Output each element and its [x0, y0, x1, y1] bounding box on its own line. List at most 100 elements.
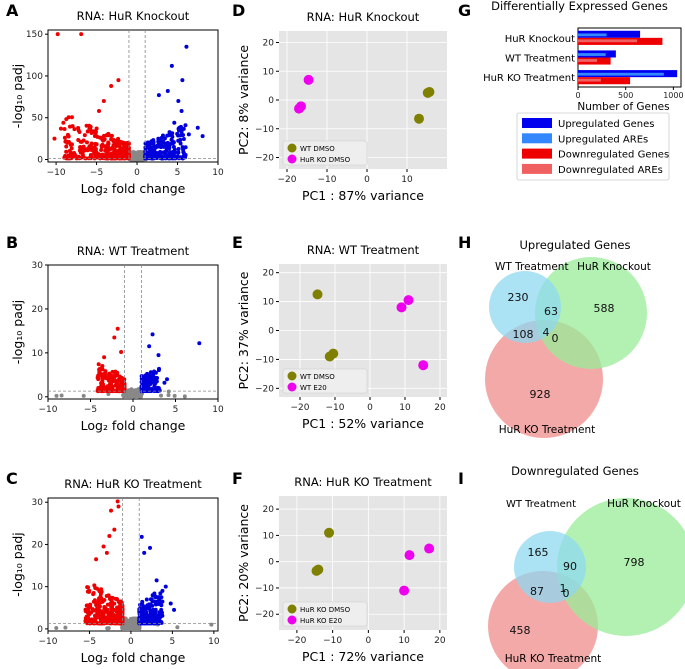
point-downregulated: [102, 616, 107, 621]
point-downregulated: [99, 147, 104, 152]
point-highlight: [168, 601, 173, 606]
point-highlight: [109, 508, 114, 513]
point-downregulated: [108, 377, 113, 382]
set-label-wt: WT Treatment: [506, 499, 576, 510]
point-highlight: [154, 578, 159, 583]
chart-title: RNA: HuR Knockout: [307, 10, 420, 24]
y-tick-label: 20: [263, 269, 275, 279]
point-downregulated: [96, 362, 101, 367]
chart-title: Differentially Expressed Genes: [491, 0, 668, 13]
point-not-significant: [136, 394, 141, 399]
point-downregulated: [125, 148, 130, 153]
point-highlight: [101, 99, 106, 104]
y-tick-label: 100: [26, 72, 43, 82]
point-downregulated: [103, 148, 108, 153]
point-upregulated: [180, 145, 185, 150]
point-highlight: [61, 120, 66, 125]
point-downregulated: [79, 146, 84, 151]
point-upregulated: [140, 599, 145, 604]
point-downregulated: [62, 126, 67, 131]
venn-title: Downregulated Genes: [511, 464, 639, 478]
region-count-wt-only: 165: [528, 546, 549, 559]
region-count-all: 1: [560, 582, 567, 595]
volcano-plot-b: −10 −5 0 5 10 0 10 20 30 RNA: WT Treatment Log₂ fo…: [10, 244, 224, 433]
point-highlight: [175, 625, 180, 630]
point-upregulated: [149, 379, 154, 384]
point-upregulated: [176, 138, 181, 143]
point-highlight: [160, 588, 165, 593]
point-downregulated: [89, 130, 94, 135]
point-highlight: [165, 377, 169, 382]
point-highlight: [94, 557, 99, 562]
point-upregulated: [176, 126, 181, 131]
point-upregulated: [181, 133, 186, 138]
point-downregulated: [83, 609, 88, 614]
y-tick-label: 10: [263, 531, 275, 541]
point-downregulated: [106, 133, 111, 138]
point-upregulated: [145, 371, 150, 376]
point-not-significant: [133, 152, 138, 157]
sample-point: [424, 86, 435, 97]
point-not-significant: [125, 626, 130, 631]
legend-marker: [287, 615, 297, 625]
point-highlight: [112, 527, 117, 532]
point-downregulated: [101, 612, 106, 617]
venn-title: Upregulated Genes: [520, 238, 631, 252]
set-circle-hur-knockout: [557, 498, 685, 636]
panel-letter-g: G: [458, 1, 471, 20]
point-highlight: [169, 63, 174, 68]
point-downregulated: [113, 379, 118, 384]
point-downregulated: [109, 381, 114, 386]
point-downregulated: [69, 115, 74, 120]
point-highlight: [115, 499, 120, 504]
point-upregulated: [143, 384, 148, 389]
point-downregulated: [115, 609, 120, 614]
point-downregulated: [103, 388, 108, 393]
point-highlight: [109, 83, 114, 88]
point-highlight: [163, 584, 168, 589]
point-not-significant: [159, 393, 164, 398]
set-label-wt: WT Treatment: [495, 261, 569, 273]
point-downregulated: [106, 386, 111, 391]
point-upregulated: [151, 138, 156, 143]
legend-swatch: [522, 118, 552, 128]
chart-title: RNA: WT Treatment: [77, 244, 190, 258]
legend-box: [282, 140, 368, 166]
category-label: HuR KO Treatment: [483, 73, 575, 84]
x-tick-label: 5: [173, 405, 179, 415]
point-highlight: [172, 607, 177, 612]
point-downregulated: [80, 149, 85, 154]
region-count-hur-only: 798: [624, 556, 645, 569]
point-downregulated: [85, 589, 90, 594]
point-highlight: [162, 380, 167, 385]
y-tick-label: 0: [268, 327, 274, 337]
point-downregulated: [103, 609, 108, 614]
point-downregulated: [117, 374, 122, 379]
plot-area: [47, 264, 219, 400]
point-highlight: [52, 136, 57, 141]
x-tick-label: 1000: [663, 91, 683, 100]
point-downregulated: [104, 156, 109, 161]
point-upregulated: [158, 152, 163, 157]
x-axis-label: Number of Genes: [577, 101, 669, 113]
data-points: [52, 32, 205, 162]
x-axis-label: PC1 : 87% variance: [302, 188, 424, 203]
sample-point: [414, 113, 424, 124]
point-not-significant: [105, 626, 110, 631]
point-downregulated: [90, 607, 95, 612]
point-upregulated: [157, 366, 162, 371]
x-tick-label: 5: [170, 637, 176, 647]
point-highlight: [112, 335, 117, 340]
sample-point: [313, 564, 324, 575]
volcano-plot-c: −10 −5 0 5 10 0 10 20 30 RNA: HuR KO Treatment Log…: [10, 477, 220, 665]
point-downregulated: [105, 602, 110, 607]
set-circle-hur-knockout: [535, 257, 647, 369]
chart-title: RNA: HuR KO Treatment: [64, 477, 202, 491]
point-upregulated: [175, 131, 180, 136]
point-downregulated: [97, 604, 102, 609]
legend-label: Upregulated Genes: [558, 119, 655, 130]
legend-box: [516, 112, 670, 181]
point-downregulated: [72, 127, 77, 132]
point-downregulated: [84, 140, 89, 145]
venn-diagram-i: Downregulated Genes WT Treatment HuR Knock…: [488, 464, 685, 669]
